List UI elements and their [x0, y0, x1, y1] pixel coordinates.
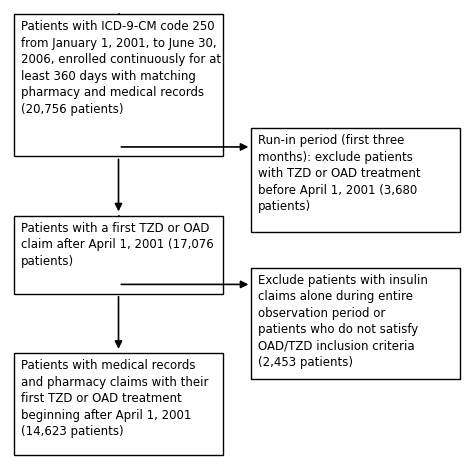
Text: Patients with medical records
and pharmacy claims with their
first TZD or OAD tr: Patients with medical records and pharma…: [21, 359, 209, 438]
Bar: [14, 216, 223, 294]
Bar: [14, 14, 223, 156]
Text: Patients with a first TZD or OAD
claim after April 1, 2001 (17,076
patients): Patients with a first TZD or OAD claim a…: [21, 222, 214, 268]
Text: Patients with ICD-9-CM code 250
from January 1, 2001, to June 30,
2006, enrolled: Patients with ICD-9-CM code 250 from Jan…: [21, 20, 221, 116]
Bar: [251, 128, 460, 232]
Text: Exclude patients with insulin
claims alone during entire
observation period or
p: Exclude patients with insulin claims alo…: [258, 274, 428, 369]
Text: Run-in period (first three
months): exclude patients
with TZD or OAD treatment
b: Run-in period (first three months): excl…: [258, 134, 421, 213]
Bar: [251, 268, 460, 379]
Bar: [14, 353, 223, 455]
